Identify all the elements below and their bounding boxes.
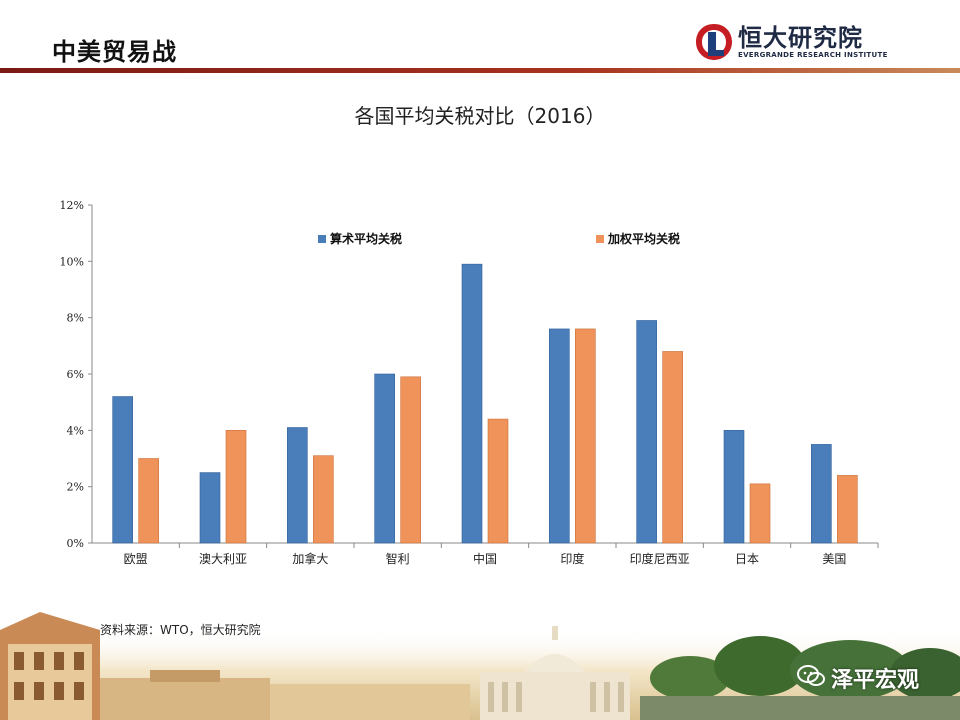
logo-name-cn: 恒大研究院 (738, 24, 863, 52)
bar-arithmetic (374, 373, 395, 544)
y-tick-label: 2% (67, 481, 84, 494)
watermark-text: 泽平宏观 (831, 668, 920, 693)
bar-weighted (225, 430, 247, 544)
legend-swatch (318, 235, 326, 243)
bar-weighted (662, 351, 683, 544)
y-tick-label: 12% (60, 199, 84, 212)
chart-title: 各国平均关税对比（2016） (354, 104, 606, 128)
x-tick-label: 印度 (560, 551, 584, 566)
bar-weighted (487, 418, 509, 544)
legend-swatch (596, 235, 604, 243)
bar-weighted (400, 376, 421, 544)
bar-weighted (138, 458, 159, 544)
bar-arithmetic (723, 430, 745, 544)
bar-arithmetic (112, 396, 133, 544)
wechat-watermark: 泽平宏观 (797, 660, 937, 694)
page-title: 中美贸易战 (52, 38, 177, 66)
x-tick-label: 美国 (822, 552, 846, 566)
bar-arithmetic (811, 444, 832, 544)
bar-weighted (837, 475, 858, 544)
y-tick-label: 8% (67, 312, 84, 325)
x-tick-label: 日本 (735, 552, 759, 566)
x-tick-label: 印度尼西亚 (630, 551, 690, 566)
bar-weighted (313, 455, 334, 544)
x-tick-label: 澳大利亚 (199, 552, 247, 566)
x-tick-label: 加拿大 (292, 551, 328, 566)
source-note: 资料来源：WTO，恒大研究院 (100, 623, 261, 637)
y-tick-label: 0% (67, 537, 84, 550)
bar-arithmetic (287, 427, 308, 544)
header-rule (0, 68, 960, 73)
x-tick-label: 中国 (473, 551, 497, 566)
legend-label: 加权平均关税 (607, 231, 680, 246)
bar-arithmetic (461, 263, 483, 544)
bar-weighted (749, 483, 771, 544)
y-tick-label: 10% (60, 255, 84, 268)
bar-arithmetic (636, 320, 657, 544)
bar-arithmetic (549, 328, 570, 544)
bar-arithmetic (199, 472, 221, 544)
x-tick-label: 欧盟 (124, 552, 148, 566)
logo-name-en: EVERGRANDE RESEARCH INSTITUTE (738, 51, 888, 59)
y-tick-label: 6% (67, 368, 84, 381)
wechat-icon (797, 665, 825, 686)
y-tick-label: 4% (67, 424, 84, 437)
bar-chart: 0% 2% 4% 6% 8% 10% 12% 欧盟 澳大利亚 加拿大 智利 中国 印度 印度尼西亚 日本 美国… (60, 199, 879, 566)
legend-label: 算术平均关税 (330, 231, 402, 246)
evergrande-logo-icon (696, 24, 732, 60)
evergrande-logo: 恒大研究院 EVERGRANDE RESEARCH INSTITUTE (694, 18, 894, 66)
bar-weighted (575, 328, 596, 544)
x-tick-label: 智利 (386, 551, 410, 566)
footer-decoration (0, 612, 960, 720)
